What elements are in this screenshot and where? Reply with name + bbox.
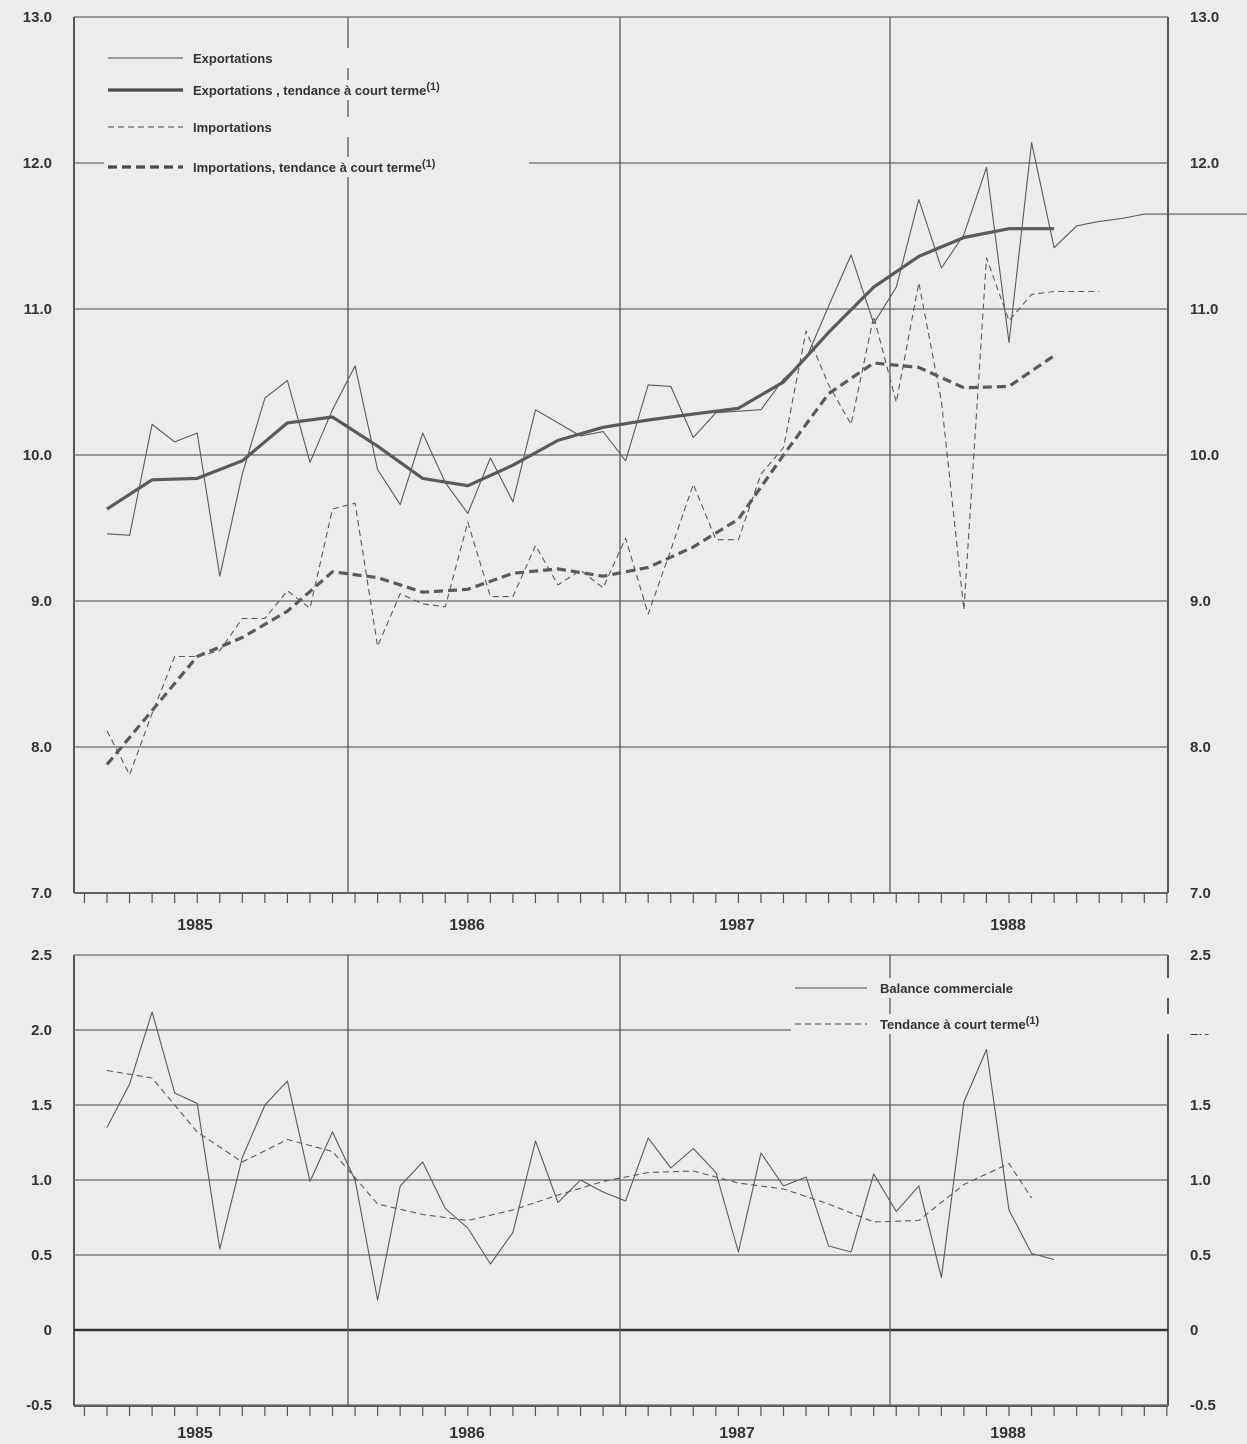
legend-label: Importations, tendance à court terme(1): [193, 158, 436, 175]
y-tick-label-right: 8.0: [1190, 739, 1211, 756]
y-tick-label-left: 7.0: [31, 885, 52, 902]
legend-footnote-marker: (1): [422, 158, 436, 170]
y-tick-label-left: 1.0: [31, 1172, 52, 1189]
y-tick-label-right: 1.5: [1190, 1097, 1211, 1114]
y-tick-label-left: 2.5: [31, 947, 52, 964]
legend-bg: [104, 117, 529, 137]
x-tick-label: 1987: [719, 917, 755, 934]
y-tick-label-right: 11.0: [1190, 301, 1218, 318]
legend-bg: [104, 48, 529, 68]
legend-bg: [791, 978, 1216, 998]
y-tick-label-right: 2.5: [1190, 947, 1211, 964]
y-tick-label-left: 0: [44, 1322, 52, 1339]
legend-bg: [791, 1014, 1216, 1034]
series-line-1: [106, 142, 1247, 577]
y-tick-label-right: 1.0: [1190, 1172, 1211, 1189]
legend-label: Tendance à court terme(1): [880, 1015, 1039, 1032]
series-line-2: [106, 1069, 1033, 1223]
x-tick-label: 1985: [177, 1425, 213, 1442]
legend-footnote-marker: (1): [1026, 1015, 1040, 1027]
legend-label: Exportations: [193, 51, 272, 66]
legend-bg: [104, 80, 529, 100]
x-tick-label: 1986: [449, 917, 485, 934]
x-tick-label: 1987: [719, 1425, 755, 1442]
legend-label: Exportations , tendance à court terme(1): [193, 81, 440, 98]
y-tick-label-right: 0.5: [1190, 1247, 1211, 1264]
y-tick-label-left: 10.0: [23, 447, 52, 464]
series-line-3: [106, 257, 1100, 776]
y-tick-label-left: 2.0: [31, 1022, 52, 1039]
y-tick-label-right: 9.0: [1190, 593, 1211, 610]
series-line-1: [106, 1011, 1055, 1301]
x-tick-label: 1988: [990, 917, 1026, 934]
y-tick-label-right: 0: [1190, 1322, 1198, 1339]
y-tick-label-right: 13.0: [1190, 9, 1219, 26]
y-tick-label-right: -0.5: [1190, 1397, 1216, 1414]
legend-footnote-marker: (1): [426, 81, 440, 93]
x-tick-label: 1988: [990, 1425, 1026, 1442]
legend-bg: [104, 157, 529, 177]
y-tick-label-left: 0.5: [31, 1247, 52, 1264]
y-tick-label-right: 12.0: [1190, 155, 1219, 172]
y-tick-label-left: 9.0: [31, 593, 52, 610]
y-tick-label-left: 11.0: [24, 301, 52, 318]
legend-label: Balance commerciale: [880, 981, 1013, 996]
y-tick-label-right: 7.0: [1190, 885, 1211, 902]
y-tick-label-left: -0.5: [26, 1397, 52, 1414]
y-tick-label-left: 1.5: [31, 1097, 52, 1114]
legend-label: Importations: [193, 120, 272, 135]
y-tick-label-left: 12.0: [23, 155, 52, 172]
x-tick-label: 1986: [449, 1425, 485, 1442]
series-line-2: [106, 227, 1055, 511]
y-tick-label-left: 8.0: [31, 739, 52, 756]
series-line-4: [105, 354, 1056, 766]
y-tick-label-left: 13.0: [23, 9, 52, 26]
y-tick-label-right: 10.0: [1190, 447, 1219, 464]
x-tick-label: 1985: [177, 917, 213, 934]
